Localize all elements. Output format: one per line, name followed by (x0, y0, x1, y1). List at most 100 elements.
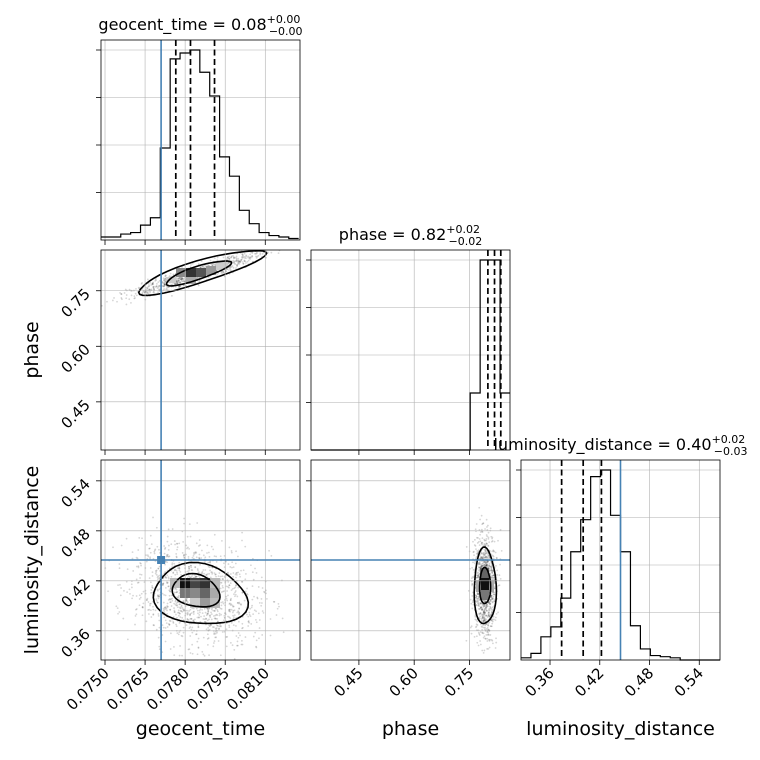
scatter-point (226, 635, 229, 638)
scatter-point (164, 560, 167, 563)
scatter-point (240, 259, 242, 262)
density-cell (210, 598, 220, 608)
scatter-point (185, 598, 187, 600)
scatter-point (162, 277, 165, 280)
scatter-point (282, 242, 284, 244)
scatter-point (133, 297, 136, 300)
panel-frame (100, 39, 301, 241)
scatter-point (276, 242, 278, 244)
scatter-point (485, 606, 488, 609)
scatter-point (228, 584, 231, 587)
scatter-point (472, 550, 475, 553)
scatter-point (164, 608, 166, 611)
scatter-point (479, 640, 481, 642)
scatter-point (155, 574, 158, 576)
scatter-point (488, 614, 491, 617)
scatter-point (239, 260, 242, 263)
scatter-point (131, 586, 133, 589)
scatter-point (232, 259, 235, 262)
panel-frame (310, 459, 511, 661)
scatter-point (150, 589, 153, 591)
scatter-point (471, 601, 474, 604)
scatter-point (237, 571, 240, 574)
scatter-point (499, 577, 502, 580)
scatter-point (241, 622, 244, 625)
scatter-point (485, 539, 487, 542)
scatter-point (185, 612, 187, 615)
scatter-point (157, 567, 160, 570)
scatter-point (475, 576, 478, 579)
scatter-point (178, 276, 181, 279)
scatter-point (209, 259, 212, 262)
scatter-point (151, 282, 154, 285)
scatter-point (206, 633, 209, 636)
scatter-point (239, 575, 242, 578)
scatter-point (485, 564, 488, 567)
scatter-point (247, 615, 250, 618)
scatter-point (483, 561, 486, 564)
scatter-point (247, 256, 250, 259)
scatter-point (256, 255, 259, 258)
scatter-point (236, 260, 239, 262)
scatter-point (178, 561, 181, 564)
scatter-point (494, 647, 497, 649)
scatter-point (156, 545, 159, 548)
scatter-point (477, 563, 480, 566)
scatter-point (480, 608, 483, 611)
scatter-point (480, 556, 482, 559)
scatter-point (229, 608, 231, 611)
scatter-point (208, 572, 211, 575)
scatter-point (177, 614, 180, 617)
scatter-point (489, 605, 491, 608)
scatter-point (243, 599, 246, 602)
scatter-point (478, 544, 481, 547)
scatter-point (154, 279, 157, 282)
scatter-point (485, 552, 487, 555)
scatter-point (471, 595, 474, 597)
scatter-point (156, 578, 159, 581)
scatter-point (125, 297, 128, 300)
scatter-point (255, 619, 257, 621)
scatter-point (172, 620, 175, 623)
scatter-point (155, 526, 158, 529)
scatter-point (251, 571, 254, 574)
scatter-point (236, 265, 238, 267)
scatter-point (491, 571, 493, 574)
scatter-point (173, 607, 175, 609)
scatter-point (315, 233, 317, 235)
scatter-point (197, 574, 200, 577)
scatter-point (185, 624, 188, 627)
scatter-point (482, 565, 485, 567)
scatter-point (489, 598, 492, 601)
scatter-point (152, 290, 155, 293)
scatter-point (490, 596, 493, 599)
scatter-point (490, 570, 493, 573)
scatter-point (194, 576, 197, 579)
scatter-point (208, 625, 211, 628)
scatter-point (260, 576, 263, 579)
scatter-point (255, 711, 257, 713)
scatter-point (477, 596, 480, 599)
scatter-point (197, 647, 200, 649)
scatter-point (475, 625, 478, 628)
scatter-point (483, 538, 486, 541)
scatter-point (134, 615, 137, 617)
scatter-point (273, 600, 276, 603)
scatter-point (490, 625, 493, 628)
scatter-point (228, 610, 231, 613)
scatter-point (484, 550, 487, 553)
density-cell (200, 588, 210, 598)
scatter-point (482, 522, 485, 525)
scatter-point (265, 256, 268, 259)
scatter-point (209, 569, 211, 572)
scatter-point (164, 281, 167, 284)
scatter-point (146, 287, 149, 289)
scatter-point (484, 614, 487, 617)
scatter-point (157, 594, 160, 597)
scatter-point (175, 588, 178, 591)
scatter-point (475, 523, 478, 525)
scatter-point (194, 551, 197, 554)
scatter-point (166, 540, 169, 543)
scatter-point (491, 622, 494, 625)
scatter-point (229, 610, 232, 613)
